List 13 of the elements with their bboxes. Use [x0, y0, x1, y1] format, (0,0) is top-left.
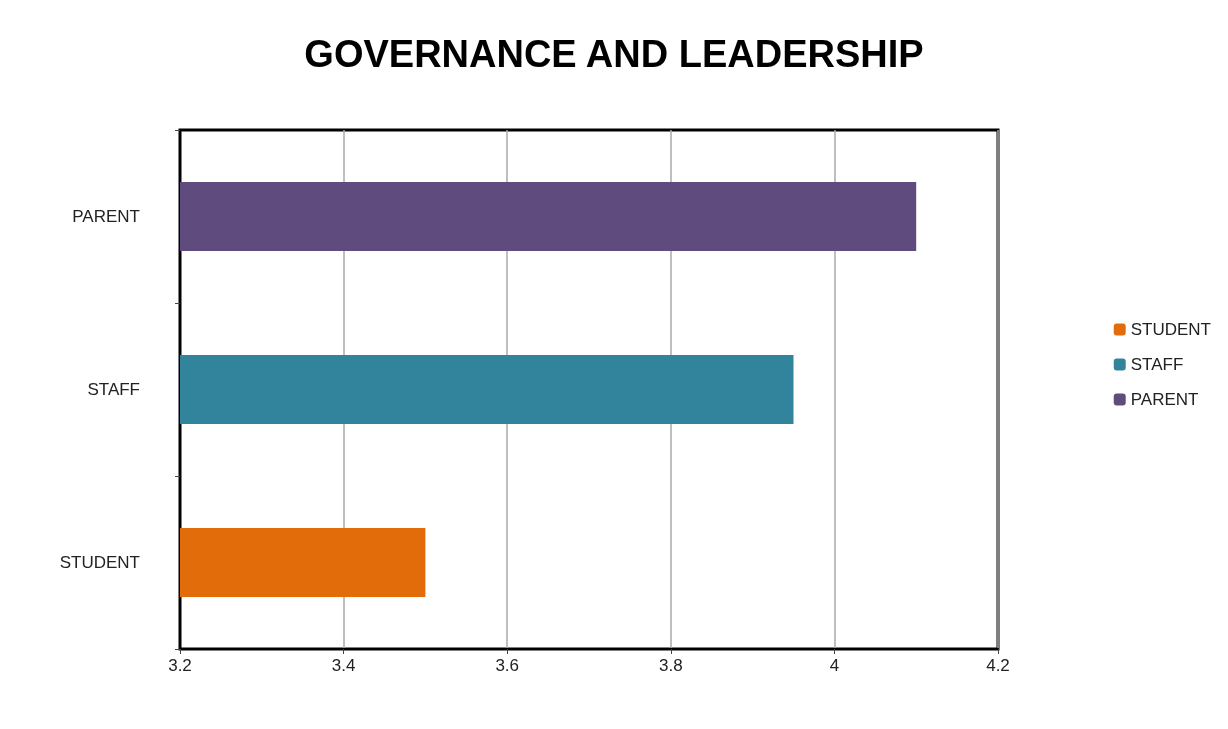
- x-tick-label: 3.4: [331, 656, 356, 675]
- x-tick-label: 4.2: [986, 656, 1010, 675]
- legend-label: STUDENT: [1130, 320, 1211, 339]
- x-tick-label: 3.6: [495, 656, 520, 675]
- y-tick-label: STUDENT: [59, 553, 140, 572]
- chart-title: GOVERNANCE AND LEADERSHIP: [304, 33, 924, 75]
- y-tick-label: PARENT: [72, 207, 140, 226]
- legend-label: PARENT: [1130, 390, 1199, 409]
- y-tick-label: STAFF: [87, 380, 140, 399]
- legend-label: STAFF: [1130, 355, 1184, 374]
- x-tick-label: 4: [829, 656, 840, 675]
- x-tick-label: 3.2: [168, 656, 192, 675]
- x-tick-label: 3.8: [658, 656, 683, 675]
